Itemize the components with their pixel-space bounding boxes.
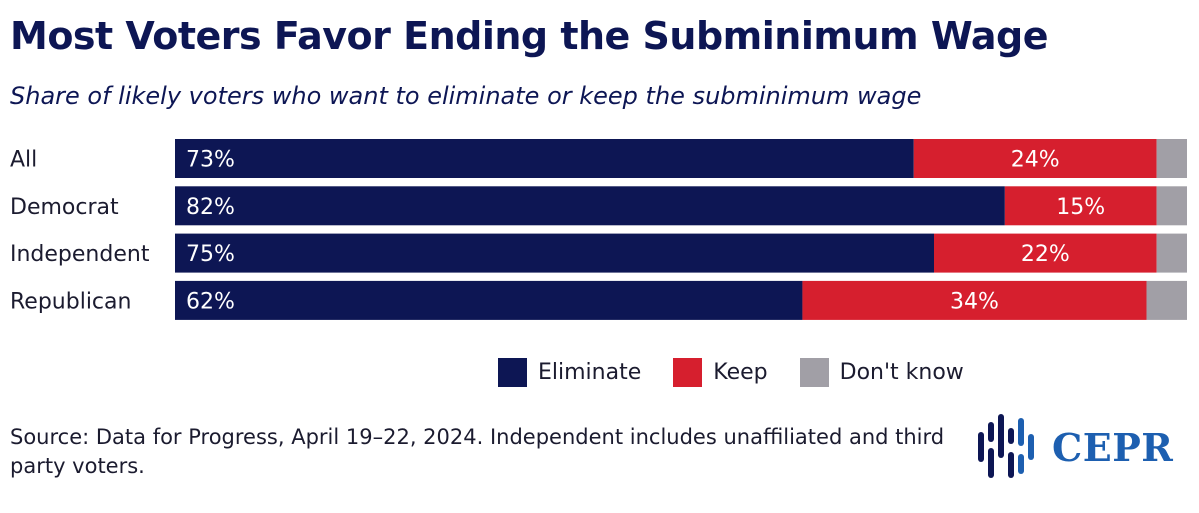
stacked-bar-chart: All 73% 24% Democrat 82% 15% Independent 75% 22%… (10, 139, 1187, 320)
cepr-bars-icon (978, 414, 1034, 478)
legend-item-keep: Keep (673, 358, 768, 387)
data-label-eliminate-republican: 62% (186, 289, 235, 314)
legend-swatch-dont-know (799, 358, 829, 387)
data-label-keep-independent: 22% (1021, 242, 1070, 267)
data-label-eliminate-democrat: 82% (186, 195, 235, 220)
bar-don-t-know-all (1156, 139, 1187, 178)
logo-text: CEPR (1052, 424, 1174, 470)
bar-eliminate-independent (175, 233, 934, 273)
bar-keep-all (913, 139, 1157, 178)
legend-item-dont-know: Don't know (799, 358, 964, 387)
category-label-republican: Republican (10, 289, 131, 314)
bar-don-t-know-republican (1146, 280, 1187, 320)
legend-label-eliminate: Eliminate (538, 360, 642, 385)
data-label-keep-all: 24% (1011, 148, 1060, 173)
bar-keep-independent (934, 233, 1157, 273)
chart-legend: Eliminate Keep Don't know (498, 358, 964, 387)
legend-swatch-eliminate (498, 358, 527, 387)
category-label-independent: Independent (10, 242, 150, 267)
source-note: Source: Data for Progress, April 19–22, … (10, 425, 945, 478)
category-label-all: All (10, 148, 37, 173)
data-label-eliminate-independent: 75% (186, 242, 235, 267)
bar-don-t-know-independent (1156, 233, 1187, 273)
bar-eliminate-democrat (175, 186, 1005, 226)
chart-title: Most Voters Favor Ending the Subminimum … (10, 14, 1049, 58)
legend-item-eliminate: Eliminate (498, 358, 641, 387)
chart-subtitle: Share of likely voters who want to elimi… (10, 82, 922, 110)
cepr-logo: CEPR (970, 408, 1173, 486)
legend-label-dont-know: Don't know (839, 360, 964, 385)
legend-swatch-keep (673, 358, 703, 387)
bar-don-t-know-democrat (1156, 186, 1187, 226)
category-label-democrat: Democrat (10, 195, 119, 220)
bar-eliminate-republican (175, 280, 803, 320)
bar-keep-republican (802, 280, 1147, 320)
bar-eliminate-all (175, 139, 914, 178)
data-label-keep-republican: 34% (950, 289, 999, 314)
data-label-eliminate-all: 73% (186, 148, 235, 173)
bar-keep-democrat (1004, 186, 1157, 226)
data-label-keep-democrat: 15% (1056, 195, 1105, 220)
legend-label-keep: Keep (713, 360, 768, 385)
